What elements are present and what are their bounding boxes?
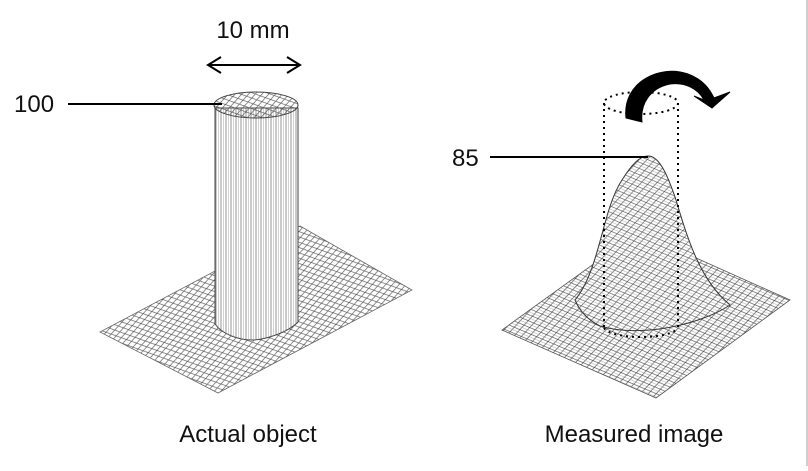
measured-image-caption: Measured image: [545, 421, 724, 448]
measured-peak-label: 85: [452, 145, 479, 172]
measured-image-figure: 85 Measured image: [452, 70, 791, 448]
right-border: [806, 0, 808, 466]
width-annotation: 10 mm: [216, 17, 289, 44]
actual-object-top: [213, 91, 299, 119]
actual-object-figure: 10 mm 100 Actual object: [14, 17, 413, 448]
width-double-arrow: [206, 56, 302, 74]
actual-peak-label: 100: [14, 91, 54, 118]
actual-object-caption: Actual object: [179, 421, 317, 448]
rotation-arrow-icon: [625, 70, 731, 123]
